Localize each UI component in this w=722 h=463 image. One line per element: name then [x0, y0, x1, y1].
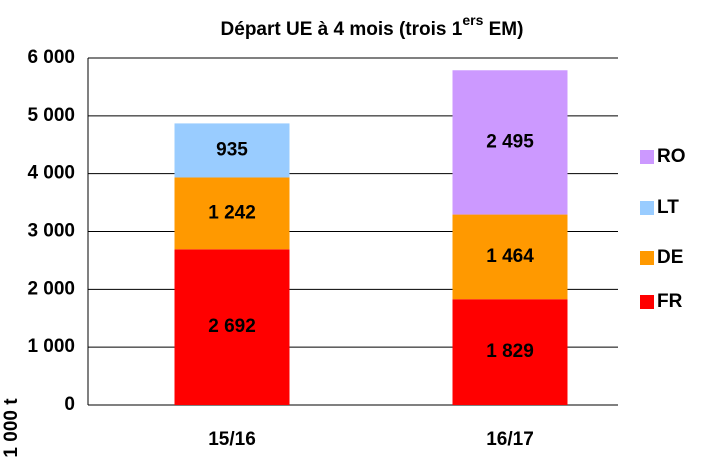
chart-title: Départ UE à 4 mois (trois 1ers EM)	[221, 12, 524, 40]
legend-label: DE	[657, 247, 683, 268]
y-tick-label: 2 000	[27, 278, 75, 299]
y-tick-label: 4 000	[27, 163, 75, 184]
data-label: 2 495	[486, 131, 534, 152]
y-tick-label: 5 000	[27, 105, 75, 126]
legend-label: LT	[657, 197, 679, 218]
y-tick-label: 3 000	[27, 221, 75, 242]
bar-segment	[452, 299, 568, 405]
data-label: 1 464	[486, 246, 534, 267]
legend-swatch	[640, 251, 654, 265]
title-superscript: ers	[462, 12, 483, 28]
legend-swatch	[640, 295, 654, 309]
title-part: Départ UE à 4 mois (trois 1	[221, 19, 463, 40]
y-axis-label: 1 000 t	[1, 398, 22, 458]
x-tick-label: 16/17	[486, 429, 534, 450]
title-part: EM)	[483, 19, 523, 40]
y-tick-label: 6 000	[27, 47, 75, 68]
legend-swatch	[640, 201, 654, 215]
x-tick-label: 15/16	[208, 429, 256, 450]
bar-segment	[452, 70, 568, 215]
legend-label: FR	[657, 291, 683, 312]
bar-segment	[174, 123, 290, 178]
legend-label: RO	[657, 146, 686, 167]
y-tick-label: 0	[64, 394, 75, 415]
y-tick-label: 1 000	[27, 336, 75, 357]
data-label: 1 829	[486, 341, 534, 362]
bar-segment	[174, 249, 290, 405]
bar-segment	[174, 177, 290, 250]
data-label: 2 692	[208, 316, 256, 337]
bar-segment	[452, 214, 568, 300]
data-label: 935	[216, 139, 248, 160]
legend-swatch	[640, 150, 654, 164]
data-label: 1 242	[208, 202, 256, 223]
